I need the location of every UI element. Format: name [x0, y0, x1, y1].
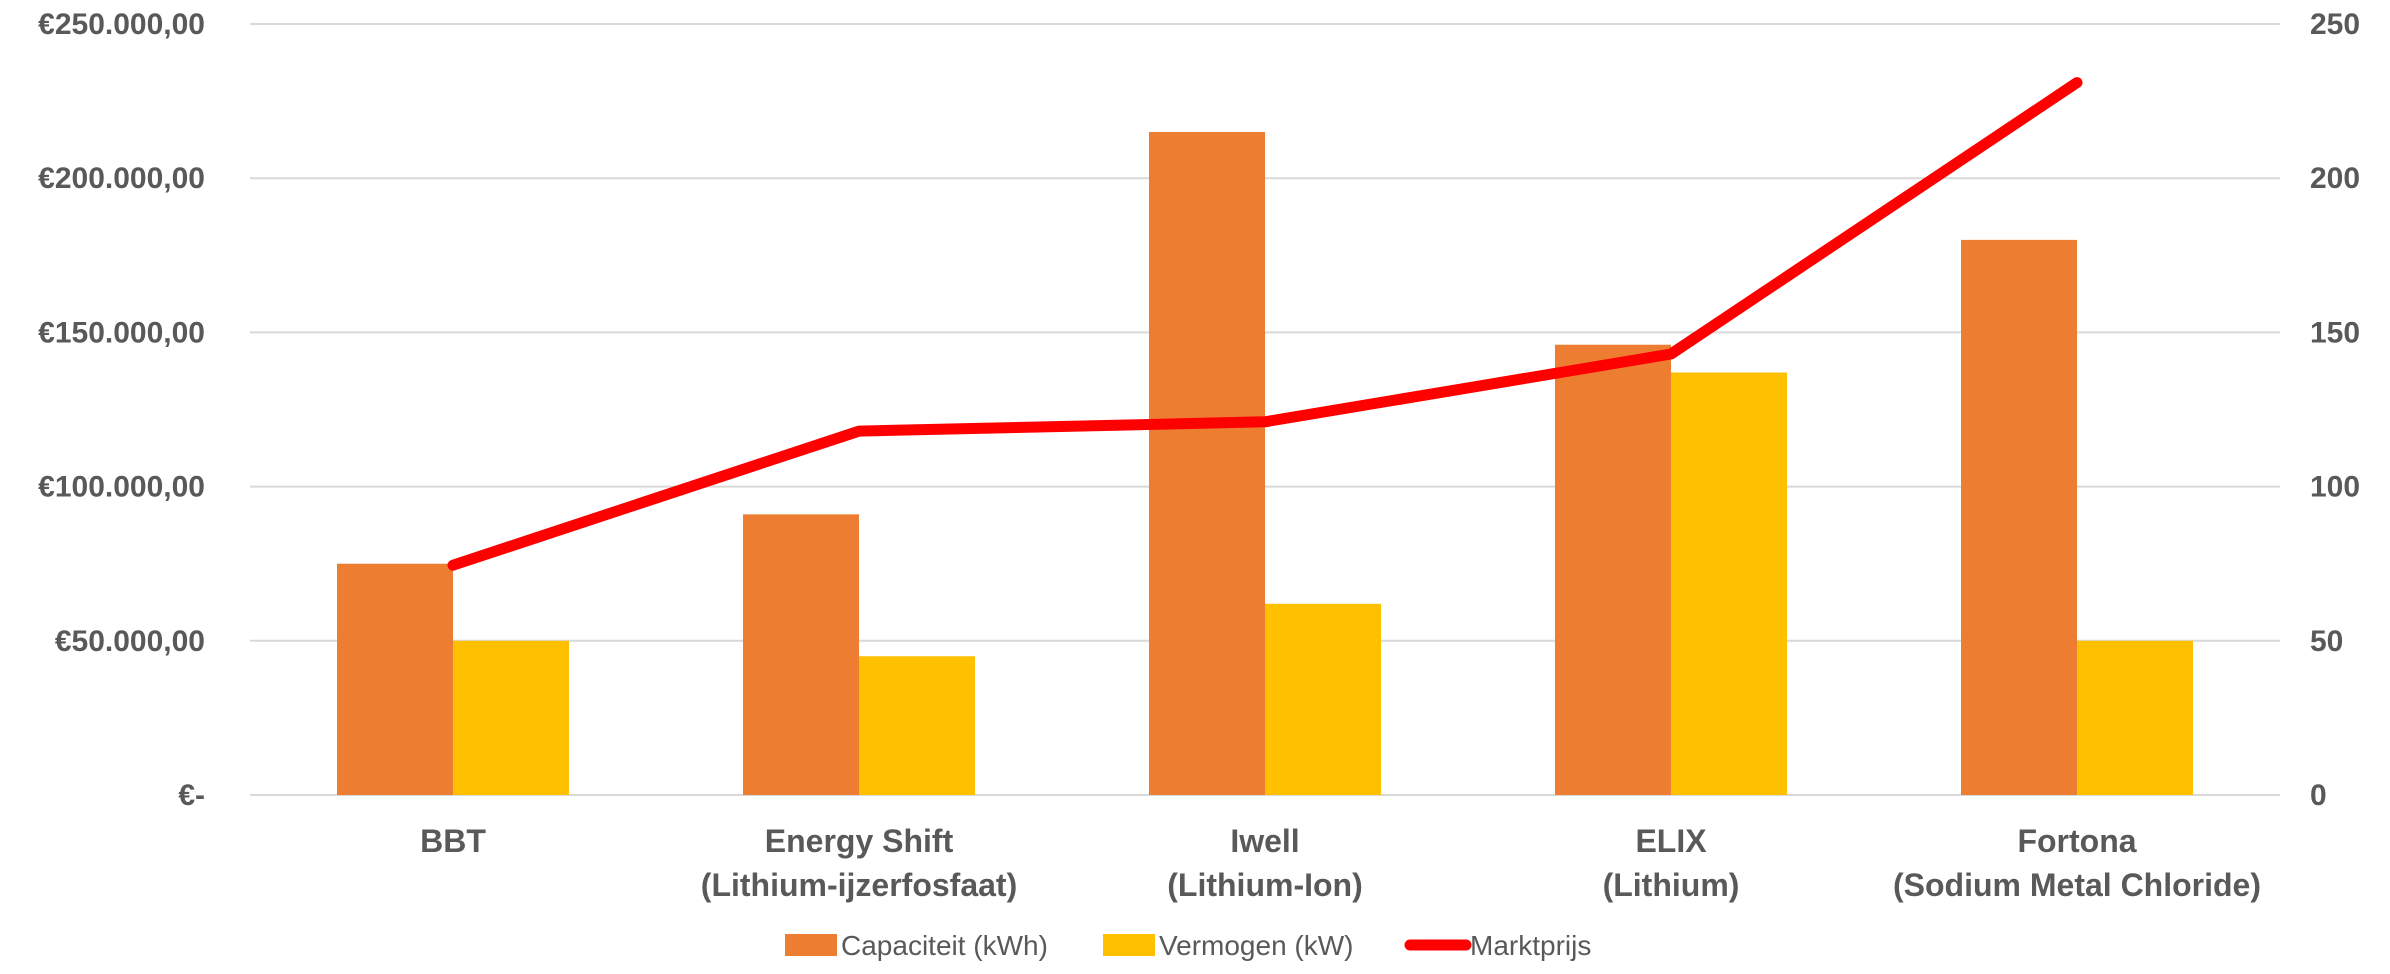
right-axis: 0 50 100 150 200 250: [2310, 8, 2360, 812]
right-tick-label: 250: [2310, 8, 2360, 41]
category-label: Energy Shift (Lithium-ijzerfosfaat): [701, 823, 1017, 903]
legend-swatch: [1103, 934, 1155, 956]
category-label-line: (Lithium): [1603, 867, 1740, 903]
left-tick-label: €50.000,00: [55, 625, 205, 658]
category-label-line: ELIX: [1635, 823, 1707, 859]
right-tick-label: 100: [2310, 471, 2360, 504]
category-label-line: (Sodium Metal Chloride): [1893, 867, 2261, 903]
price-line: [447, 77, 2083, 571]
legend-label: Marktprijs: [1470, 930, 1591, 961]
bars: [337, 131, 2193, 795]
category-label-line: (Lithium-ijzerfosfaat): [701, 867, 1017, 903]
legend: Capaciteit (kWh) Vermogen (kW) Marktprijs: [785, 930, 1591, 961]
right-tick-label: 0: [2310, 779, 2327, 812]
left-tick-label: €200.000,00: [38, 162, 205, 195]
legend-label: Capaciteit (kWh): [841, 930, 1048, 961]
legend-label: Vermogen (kW): [1159, 930, 1354, 961]
category-label-line: Iwell: [1230, 823, 1299, 859]
category-label-line: BBT: [420, 823, 486, 859]
bar: [337, 563, 453, 795]
left-tick-label: €250.000,00: [38, 8, 205, 41]
category-label: ELIX (Lithium): [1603, 823, 1740, 903]
legend-swatch: [785, 934, 837, 956]
series-line: [447, 77, 2083, 571]
category-label-line: (Lithium-Ion): [1167, 867, 1362, 903]
category-label-line: Energy Shift: [765, 823, 954, 859]
category-axis: BBT Energy Shift (Lithium-ijzerfosfaat) Iwe…: [420, 823, 2261, 903]
bar: [1671, 372, 1787, 795]
category-label: BBT: [420, 823, 486, 859]
bar: [1265, 603, 1381, 795]
category-label: Iwell (Lithium-Ion): [1167, 823, 1362, 903]
left-axis: €- €50.000,00 €100.000,00 €150.000,00 €200.0…: [38, 8, 205, 812]
left-tick-label: €150.000,00: [38, 316, 205, 349]
right-tick-label: 50: [2310, 625, 2343, 658]
bar: [1555, 344, 1671, 795]
bar: [453, 640, 569, 795]
bar: [1961, 239, 2077, 795]
right-tick-label: 200: [2310, 162, 2360, 195]
bar: [743, 514, 859, 795]
bar: [2077, 640, 2193, 795]
left-tick-label: €-: [178, 779, 205, 812]
right-tick-label: 150: [2310, 316, 2360, 349]
bar: [859, 656, 975, 795]
category-label-line: Fortona: [2017, 823, 2136, 859]
bar: [1149, 131, 1265, 795]
category-label: Fortona (Sodium Metal Chloride): [1893, 823, 2261, 903]
left-tick-label: €100.000,00: [38, 471, 205, 504]
